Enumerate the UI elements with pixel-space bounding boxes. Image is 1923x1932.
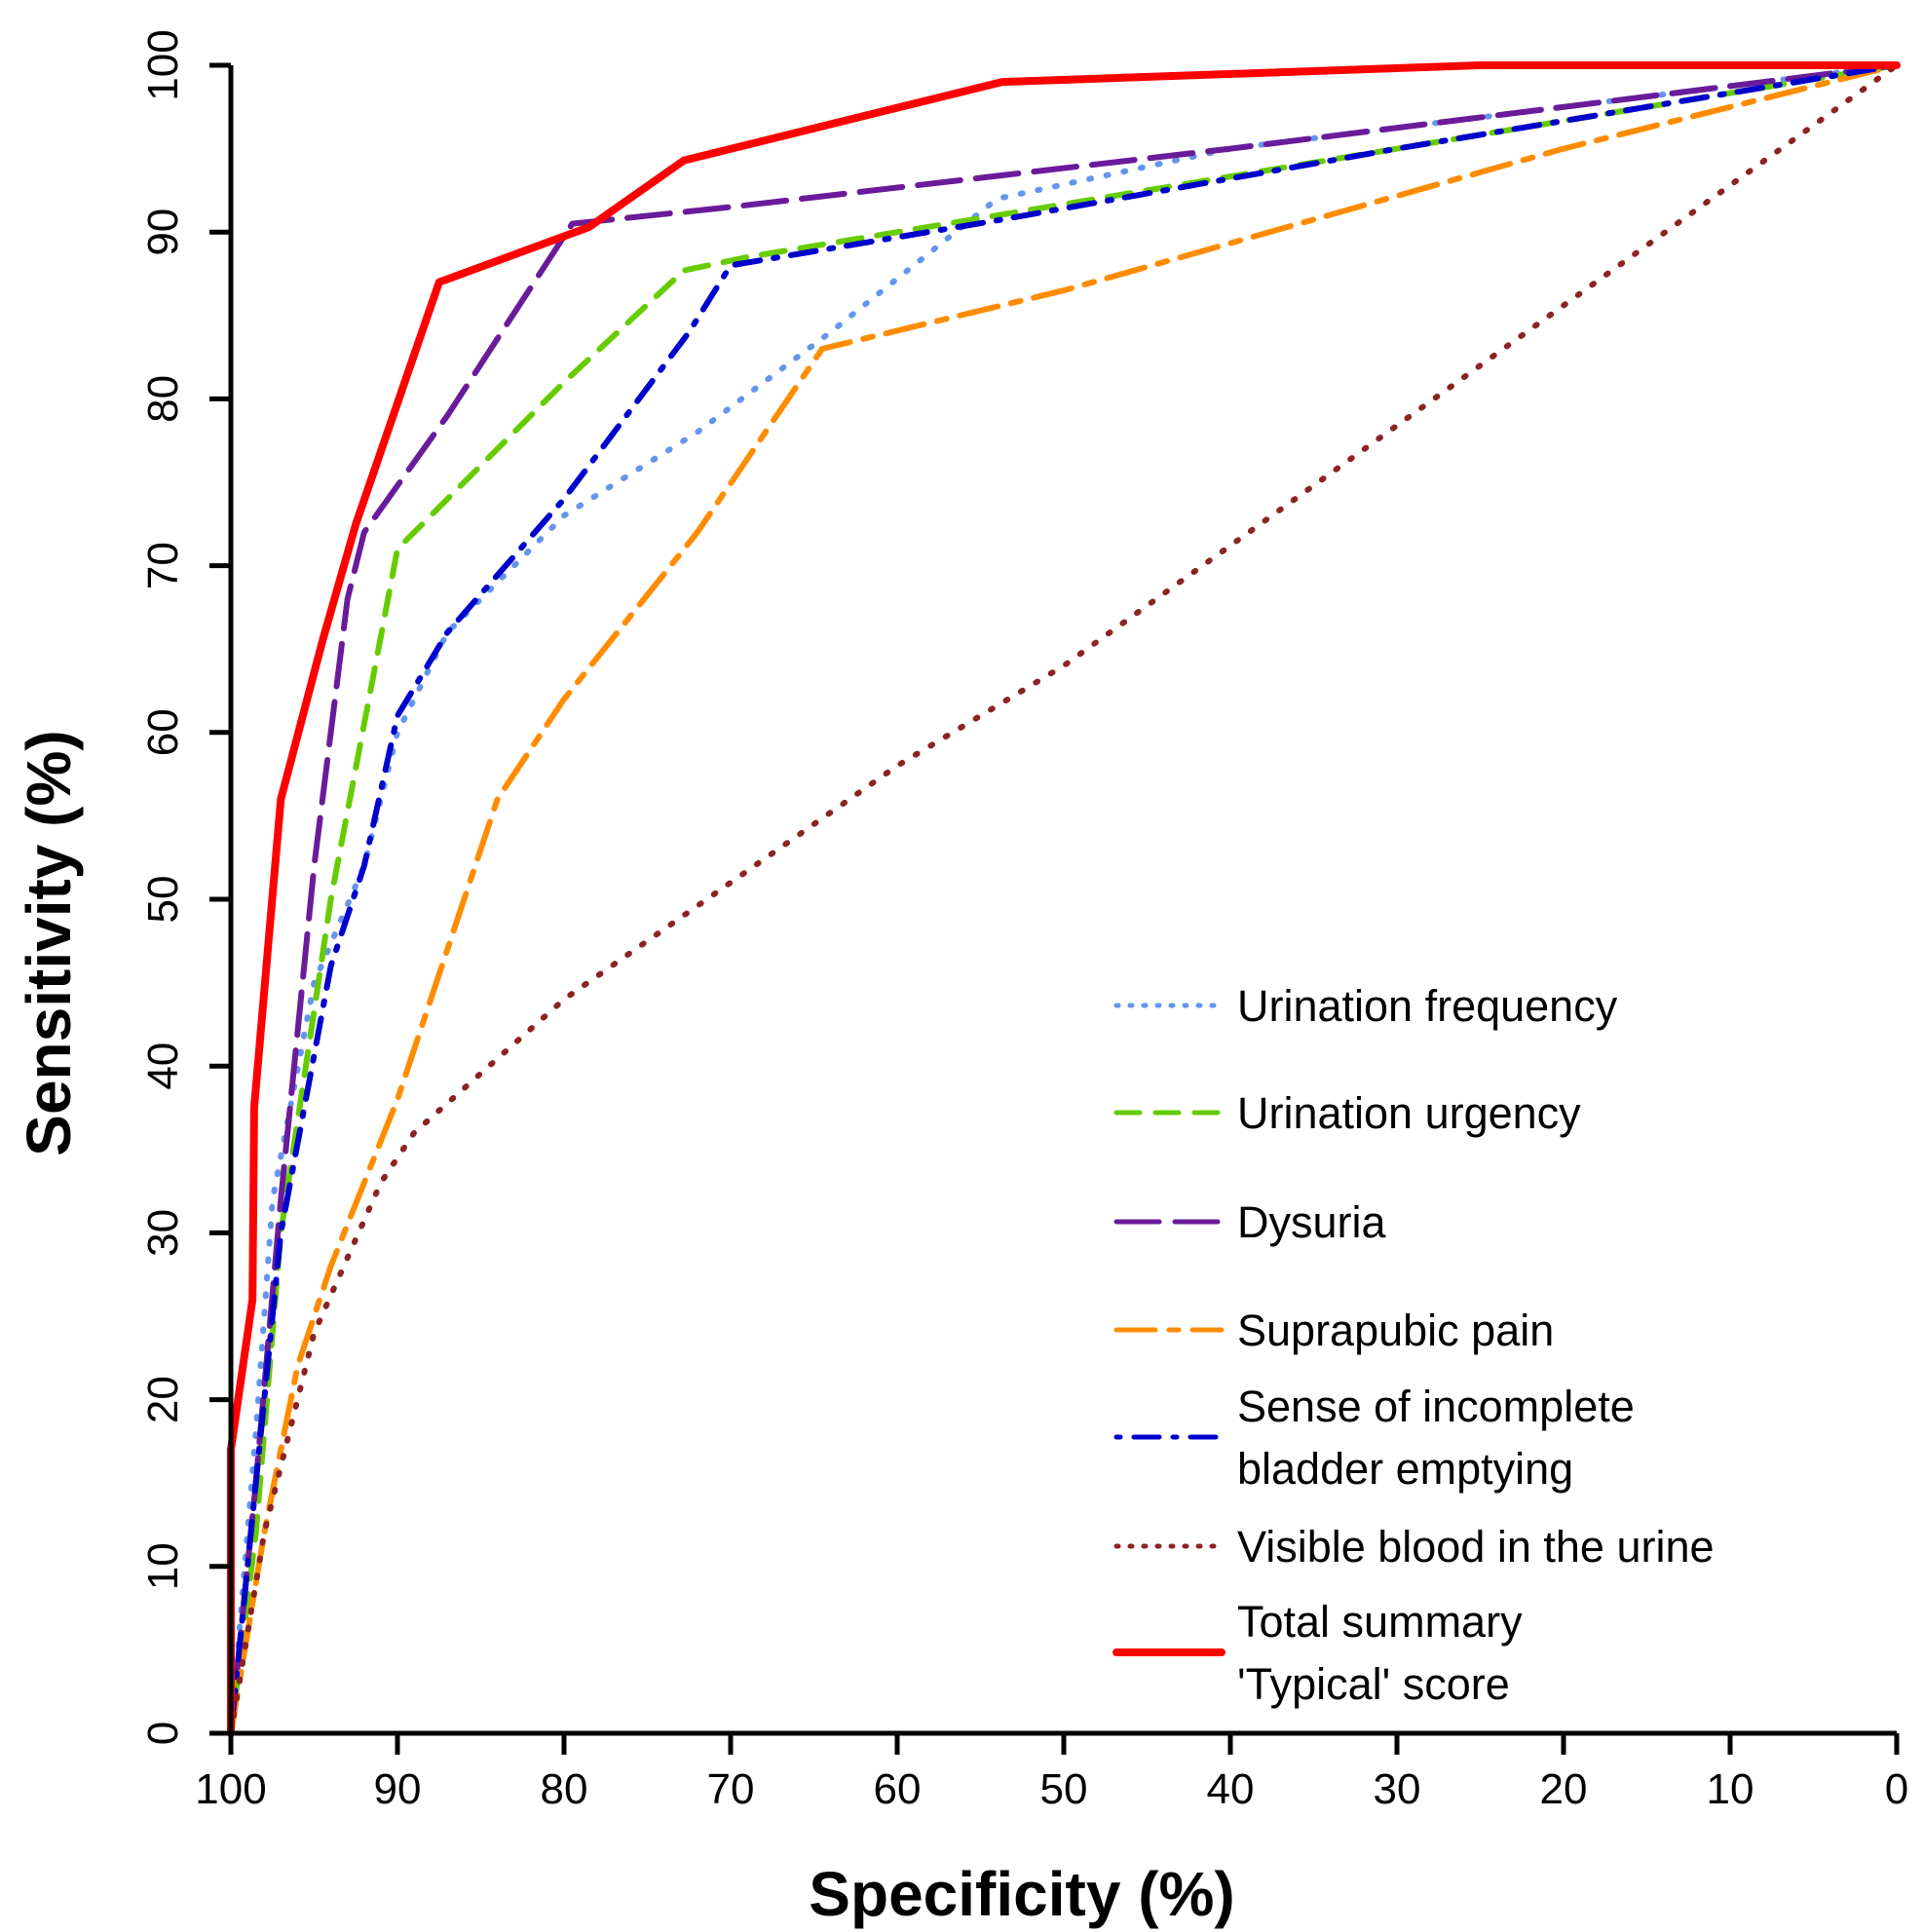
x-tick-label: 30 (1374, 1765, 1421, 1813)
x-tick-label: 70 (707, 1765, 755, 1813)
legend-item: Urination frequency (1113, 981, 1618, 1031)
curves (227, 61, 1901, 1737)
series-line-6 (227, 61, 1901, 1737)
y-tick-label: 0 (139, 1722, 187, 1745)
legend-item: Dysuria (1113, 1197, 1387, 1247)
x-tick-label: 50 (1040, 1765, 1088, 1813)
x-tick-label: 100 (195, 1765, 266, 1813)
x-tick-label: 10 (1707, 1765, 1754, 1813)
x-tick-label: 80 (541, 1765, 588, 1813)
y-tick-label: 60 (139, 708, 187, 756)
series-line-2 (228, 62, 1900, 1736)
series-line-4 (228, 62, 1900, 1736)
y-tick-label: 30 (139, 1209, 187, 1257)
y-tick-label: 50 (139, 876, 187, 924)
y-tick-label: 20 (139, 1376, 187, 1423)
series-line-0 (228, 62, 1900, 1736)
y-tick-label: 40 (139, 1042, 187, 1090)
x-tick-label: 20 (1540, 1765, 1588, 1813)
legend-label: Dysuria (1237, 1197, 1387, 1247)
legend-label: bladder emptying (1237, 1444, 1573, 1494)
legend-label: Total summary (1237, 1597, 1523, 1647)
series-line-1 (228, 62, 1900, 1736)
legend-item: Suprapubic pain (1113, 1306, 1554, 1355)
series-line-3 (228, 62, 1900, 1736)
y-tick-label: 10 (139, 1542, 187, 1590)
x-tick-label: 90 (374, 1765, 422, 1813)
y-tick-label: 100 (139, 29, 187, 100)
y-tick-label: 90 (139, 208, 187, 256)
y-axis-title: Sensitivity (%) (14, 730, 84, 1155)
x-tick-label: 60 (874, 1765, 922, 1813)
legend-label: Urination urgency (1237, 1088, 1581, 1138)
legend: Urination frequency Urination urgency Dysu… (1112, 981, 1715, 1709)
legend-label: Urination frequency (1237, 981, 1618, 1031)
legend-item: Visible blood in the urine (1113, 1522, 1715, 1572)
legend-label: 'Typical' score (1237, 1659, 1510, 1709)
legend-label: Sense of incomplete (1237, 1382, 1635, 1431)
y-tick-label: 70 (139, 542, 187, 589)
legend-item: Sense of incomplete bladder emptying (1113, 1382, 1635, 1494)
x-axis-title: Specificity (%) (809, 1859, 1234, 1929)
legend-label: Suprapubic pain (1237, 1306, 1554, 1355)
legend-item: Urination urgency (1113, 1088, 1581, 1138)
x-tick-label: 40 (1207, 1765, 1255, 1813)
legend-item: Total summary 'Typical' score (1112, 1597, 1523, 1709)
series-line-5 (228, 62, 1900, 1736)
y-tick-label: 80 (139, 375, 187, 423)
legend-label: Visible blood in the urine (1237, 1522, 1715, 1572)
y-ticks: 0 10 20 30 40 50 60 70 80 90 100 (139, 29, 231, 1745)
x-tick-label: 0 (1885, 1765, 1908, 1813)
x-ticks: 100 90 80 70 60 50 40 30 20 10 0 (195, 1733, 1908, 1813)
